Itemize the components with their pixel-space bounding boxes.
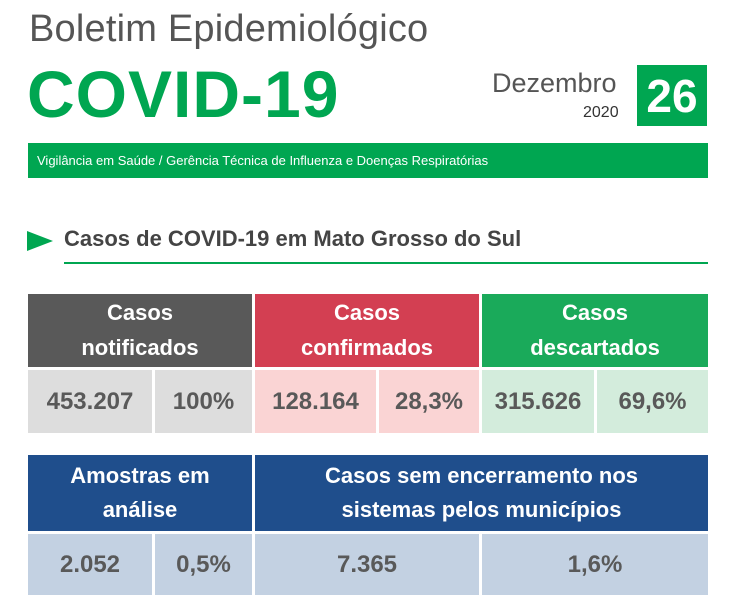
notified-percent: 100% [155,370,252,433]
day-badge: 26 [637,65,707,126]
month-label: Dezembro [492,68,617,98]
year-label: 2020 [583,104,619,121]
discarded-percent: 69,6% [597,370,708,433]
notified-header: Casos notificados [28,294,252,367]
discarded-header: Casos descartados [482,294,708,367]
samples-header: Amostras em análise [28,455,252,531]
confirmed-percent: 28,3% [379,370,479,433]
subtitle-bar: Vigilância em Saúde / Gerência Técnica d… [28,143,708,178]
open-cases-count: 7.365 [255,534,479,595]
notified-count: 453.207 [28,370,152,433]
section-title: Casos de COVID-19 em Mato Grosso do Sul [64,226,522,251]
headline: COVID-19 [27,57,340,131]
samples-percent: 0,5% [155,534,252,595]
open-cases-header: Casos sem encerramento nos sistemas pelo… [255,455,708,531]
bulletin-title: Boletim Epidemiológico [29,8,429,50]
open-cases-percent: 1,6% [482,534,708,595]
confirmed-count: 128.164 [255,370,376,433]
samples-count: 2.052 [28,534,152,595]
triangle-arrow-icon [27,231,53,251]
discarded-count: 315.626 [482,370,594,433]
section-divider [64,262,708,264]
confirmed-header: Casos confirmados [255,294,479,367]
